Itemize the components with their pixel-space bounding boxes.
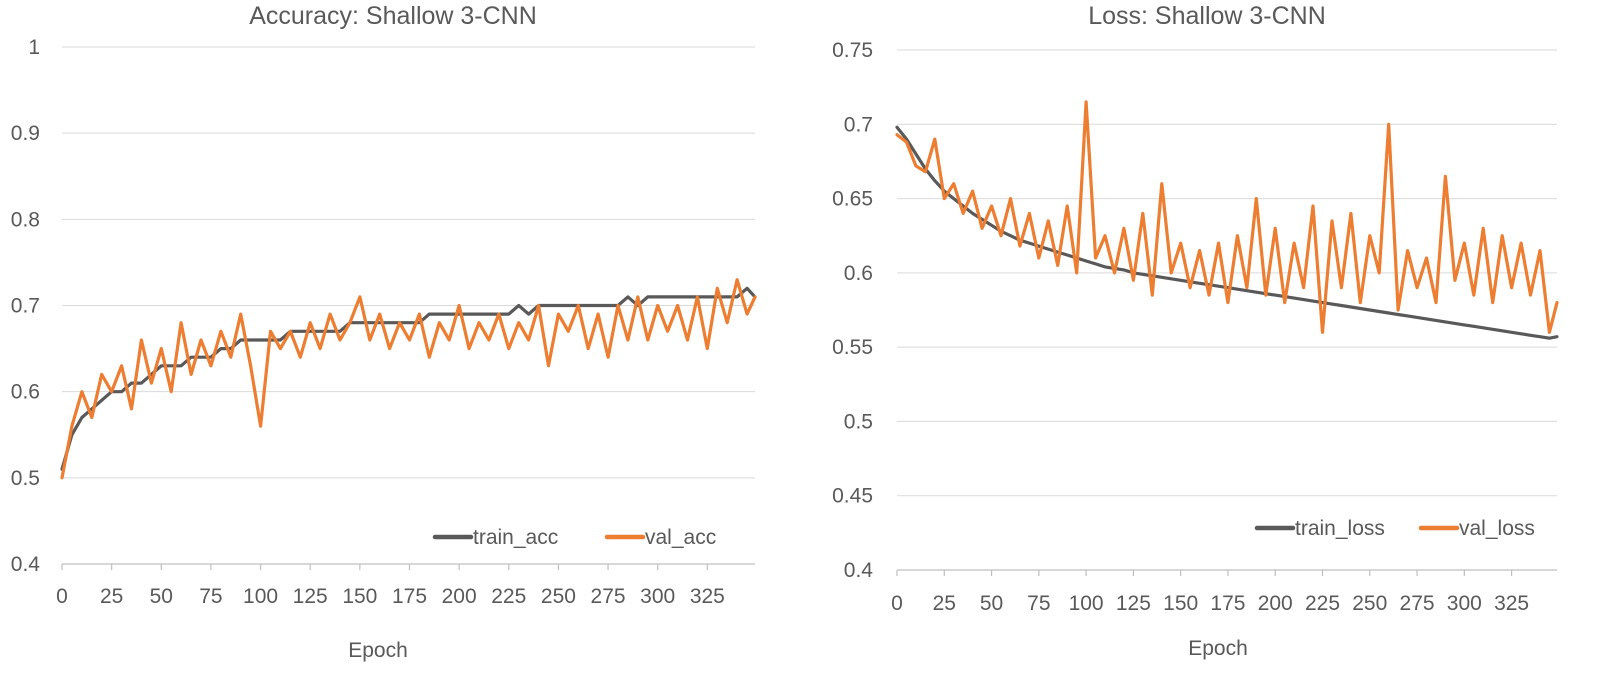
loss-y-tick-label: 0.6 xyxy=(844,262,873,285)
accuracy-y-tick-label: 0.5 xyxy=(11,467,40,490)
accuracy-x-tick-label: 275 xyxy=(591,585,626,608)
loss-x-ticks: 0 25 50 75 100 125 150 175 200 225 250 275 300 325 xyxy=(891,570,1529,615)
loss-x-tick-label: 325 xyxy=(1494,592,1529,615)
accuracy-x-tick-label: 0 xyxy=(56,585,68,608)
loss-y-tick-label: 0.7 xyxy=(844,113,873,136)
accuracy-y-tick-label: 0.7 xyxy=(11,295,40,318)
loss-legend-label-val-loss: val_loss xyxy=(1459,517,1535,540)
accuracy-x-tick-label: 250 xyxy=(541,585,576,608)
accuracy-legend-label-val-acc: val_acc xyxy=(645,526,716,549)
loss-x-axis-title: Epoch xyxy=(1188,637,1248,660)
accuracy-series xyxy=(60,278,757,480)
accuracy-x-tick-label: 25 xyxy=(100,585,123,608)
accuracy-x-tick-label: 50 xyxy=(150,585,173,608)
accuracy-y-ticks: 0.4 0.5 0.6 0.7 0.8 0.9 1 xyxy=(11,36,41,576)
accuracy-y-tick-label: 0.4 xyxy=(11,553,41,576)
loss-x-tick-label: 75 xyxy=(1027,592,1050,615)
loss-series xyxy=(895,100,1559,340)
accuracy-x-tick-label: 200 xyxy=(442,585,477,608)
accuracy-legend-label-train-acc: train_acc xyxy=(473,526,558,549)
loss-y-tick-label: 0.65 xyxy=(832,188,873,211)
loss-x-tick-label: 275 xyxy=(1400,592,1435,615)
loss-x-tick-label: 225 xyxy=(1305,592,1340,615)
loss-y-tick-label: 0.5 xyxy=(844,410,873,433)
accuracy-chart-title: Accuracy: Shallow 3-CNN xyxy=(249,2,537,30)
accuracy-y-tick-label: 1 xyxy=(28,36,40,59)
accuracy-y-tick-label: 0.6 xyxy=(11,381,40,404)
accuracy-x-tick-label: 175 xyxy=(392,585,427,608)
loss-legend: train_loss val_loss xyxy=(1254,517,1535,540)
loss-x-tick-label: 200 xyxy=(1258,592,1293,615)
loss-x-tick-label: 0 xyxy=(891,592,903,615)
accuracy-x-tick-label: 150 xyxy=(342,585,377,608)
accuracy-y-tick-label: 0.9 xyxy=(11,122,40,145)
loss-x-tick-label: 175 xyxy=(1210,592,1245,615)
loss-legend-label-train-loss: train_loss xyxy=(1295,517,1385,540)
loss-x-tick-label: 300 xyxy=(1447,592,1482,615)
loss-y-tick-label: 0.4 xyxy=(844,559,874,582)
loss-series-train-loss xyxy=(895,125,1559,340)
loss-chart: Loss: Shallow 3-CNN 0.4 0.45 0.5 0.55 0.6 0.6… xyxy=(832,2,1559,660)
loss-y-ticks: 0.4 0.45 0.5 0.55 0.6 0.65 0.7 0.75 xyxy=(832,39,873,582)
accuracy-chart: Accuracy: Shallow 3-CNN 0.40.50.60.70.80… xyxy=(11,2,757,662)
loss-y-tick-label: 0.45 xyxy=(832,485,873,508)
loss-x-tick-label: 150 xyxy=(1163,592,1198,615)
accuracy-x-ticks: 0 25 50 75 100 125 150 175 200 225 250 275 300 325 xyxy=(56,564,725,608)
accuracy-series-val-acc xyxy=(60,278,757,480)
loss-x-tick-label: 250 xyxy=(1352,592,1387,615)
loss-x-tick-label: 50 xyxy=(980,592,1003,615)
loss-x-tick-label: 125 xyxy=(1116,592,1151,615)
accuracy-y-tick-label: 0.8 xyxy=(11,208,40,231)
loss-gridlines xyxy=(897,49,1557,571)
loss-x-tick-label: 100 xyxy=(1069,592,1104,615)
accuracy-series-train-acc xyxy=(60,286,757,471)
loss-series-val-loss xyxy=(895,100,1559,334)
accuracy-x-axis-title: Epoch xyxy=(348,639,408,662)
accuracy-x-tick-label: 125 xyxy=(293,585,328,608)
loss-x-tick-label: 25 xyxy=(933,592,956,615)
accuracy-gridlines xyxy=(62,46,755,565)
accuracy-x-tick-label: 325 xyxy=(690,585,725,608)
accuracy-legend: train_acc val_acc xyxy=(432,526,716,549)
loss-y-tick-label: 0.75 xyxy=(832,39,873,62)
accuracy-x-tick-label: 300 xyxy=(640,585,675,608)
accuracy-x-tick-label: 100 xyxy=(243,585,278,608)
accuracy-x-tick-label: 225 xyxy=(491,585,526,608)
loss-chart-title: Loss: Shallow 3-CNN xyxy=(1088,2,1326,30)
accuracy-x-tick-label: 75 xyxy=(199,585,222,608)
loss-y-tick-label: 0.55 xyxy=(832,336,873,359)
